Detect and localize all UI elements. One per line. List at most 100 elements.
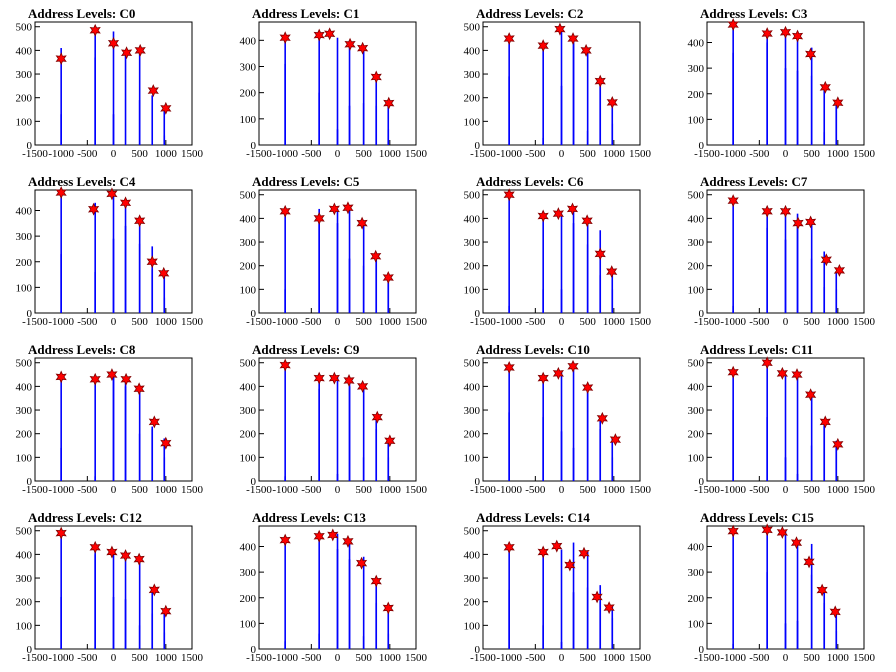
chart-panel: Address Levels: C10 0 100 200 300 400 500 -1500… (448, 336, 672, 504)
x-tick-label: -1000 (48, 484, 74, 496)
star-marker (591, 590, 603, 604)
x-tick-label: 1500 (853, 148, 876, 160)
star-marker (776, 525, 788, 539)
chart-svg: Address Levels: C80100200300400500-1500-… (16, 342, 204, 496)
y-tick-label: 0 (27, 140, 33, 152)
x-tick-label: -1500 (694, 316, 720, 328)
star-marker (120, 46, 133, 60)
star-marker (819, 80, 831, 94)
x-tick-label: 1500 (181, 316, 204, 328)
star-marker (371, 410, 383, 424)
x-tick-label: 1000 (603, 148, 626, 160)
chart-panel: Address Levels: C12 0 100 200 300 400 500 -1500… (0, 504, 224, 672)
y-tick-label: 200 (240, 261, 257, 273)
y-tick-label: 200 (464, 429, 481, 441)
star-marker (791, 29, 804, 43)
y-tick-label: 0 (475, 140, 481, 152)
star-marker (55, 370, 67, 384)
star-marker (567, 359, 579, 373)
y-tick-label: 0 (251, 476, 257, 488)
star-marker (106, 187, 118, 201)
y-tick-label: 0 (699, 308, 705, 320)
y-tick-label: 500 (464, 358, 481, 370)
chart-panel: Address Levels: C14 0 100 200 300 400 500 -1500… (448, 504, 672, 672)
chart-svg: Address Levels: C10 0 100 200 300 400 500 -1500… (464, 342, 652, 496)
y-tick-label: 400 (240, 35, 257, 47)
x-tick-label: 1000 (155, 484, 178, 496)
x-tick-label: 1500 (629, 316, 652, 328)
x-tick-label: 1500 (853, 652, 876, 664)
y-tick-label: 200 (16, 597, 33, 609)
chart-svg: Address Levels: C70100200300400500-1500-… (688, 174, 876, 328)
star-marker (805, 215, 817, 229)
x-tick-label: 500 (131, 316, 148, 328)
y-tick-label: 100 (464, 620, 481, 632)
y-tick-label: 500 (16, 526, 33, 538)
chart-panel: Address Levels: C8 0 100 200 300 400 500 -1500-… (0, 336, 224, 504)
x-tick-label: -1500 (470, 148, 496, 160)
star-marker (805, 47, 817, 61)
star-marker (88, 202, 100, 216)
x-tick-label: -1000 (496, 316, 522, 328)
x-tick-label: 0 (111, 148, 117, 160)
y-tick-label: 400 (240, 542, 257, 554)
chart-svg: Address Levels: C1 0 100 200 300 400 -1500 -100… (240, 6, 428, 160)
chart-svg: Address Levels: C00100200300400500-1500-… (16, 6, 204, 160)
chart-svg: Address Levels: C13 0 100 200 300 400 -1500 -10… (240, 510, 428, 664)
star-marker (833, 263, 846, 277)
chart-svg: Address Levels: C90100200300400500-1500-… (240, 342, 428, 496)
chart-title: Address Levels: C9 (252, 342, 360, 357)
star-marker (279, 31, 291, 45)
chart-svg: Address Levels: C20100200300400500-1500-… (464, 6, 652, 160)
y-tick-label: 200 (464, 261, 481, 273)
x-tick-label: -1500 (694, 652, 720, 664)
star-marker (146, 255, 158, 269)
star-marker (313, 211, 325, 225)
y-tick-label: 0 (475, 644, 481, 656)
chart-title: Address Levels: C3 (700, 6, 808, 21)
star-marker (503, 188, 515, 202)
star-marker (106, 545, 118, 559)
star-marker (342, 534, 354, 548)
star-marker (382, 601, 394, 615)
x-tick-label: 1500 (853, 316, 876, 328)
x-tick-label: 1000 (155, 652, 178, 664)
star-marker (832, 96, 844, 110)
star-marker (119, 196, 132, 210)
y-tick-label: 0 (27, 476, 33, 488)
y-tick-label: 400 (688, 213, 705, 225)
x-tick-label: -1000 (48, 148, 74, 160)
y-tick-label: 0 (251, 308, 257, 320)
star-marker (106, 368, 118, 382)
star-marker (158, 266, 170, 280)
y-tick-label: 100 (688, 114, 705, 126)
x-tick-label: 1500 (629, 484, 652, 496)
y-tick-label: 500 (240, 358, 257, 370)
x-tick-label: -1000 (496, 148, 522, 160)
y-tick-label: 0 (251, 644, 257, 656)
star-marker (582, 381, 594, 395)
chart-title: Address Levels: C5 (252, 174, 360, 189)
x-tick-label: -1500 (246, 316, 272, 328)
star-marker (503, 32, 515, 46)
chart-svg: Address Levels: C4 0 100 200 300 400 -1500 -100… (16, 174, 204, 328)
y-tick-label: 100 (464, 452, 481, 464)
star-marker (503, 360, 515, 374)
x-tick-label: -1000 (720, 484, 746, 496)
x-tick-label: 0 (335, 652, 341, 664)
star-marker (819, 415, 831, 429)
y-tick-label: 200 (464, 93, 481, 105)
star-marker (279, 204, 291, 218)
y-tick-label: 500 (464, 22, 481, 34)
x-tick-label: 1000 (155, 148, 178, 160)
y-tick-label: 400 (464, 549, 481, 561)
chart-title: Address Levels: C1 (252, 6, 359, 21)
x-tick-label: -500 (749, 652, 770, 664)
x-tick-label: -1500 (694, 148, 720, 160)
y-tick-label: 0 (699, 644, 705, 656)
y-tick-label: 400 (688, 542, 705, 554)
x-tick-label: 1000 (827, 316, 850, 328)
star-marker (313, 371, 325, 385)
star-marker (578, 546, 590, 560)
x-tick-label: 0 (783, 148, 789, 160)
